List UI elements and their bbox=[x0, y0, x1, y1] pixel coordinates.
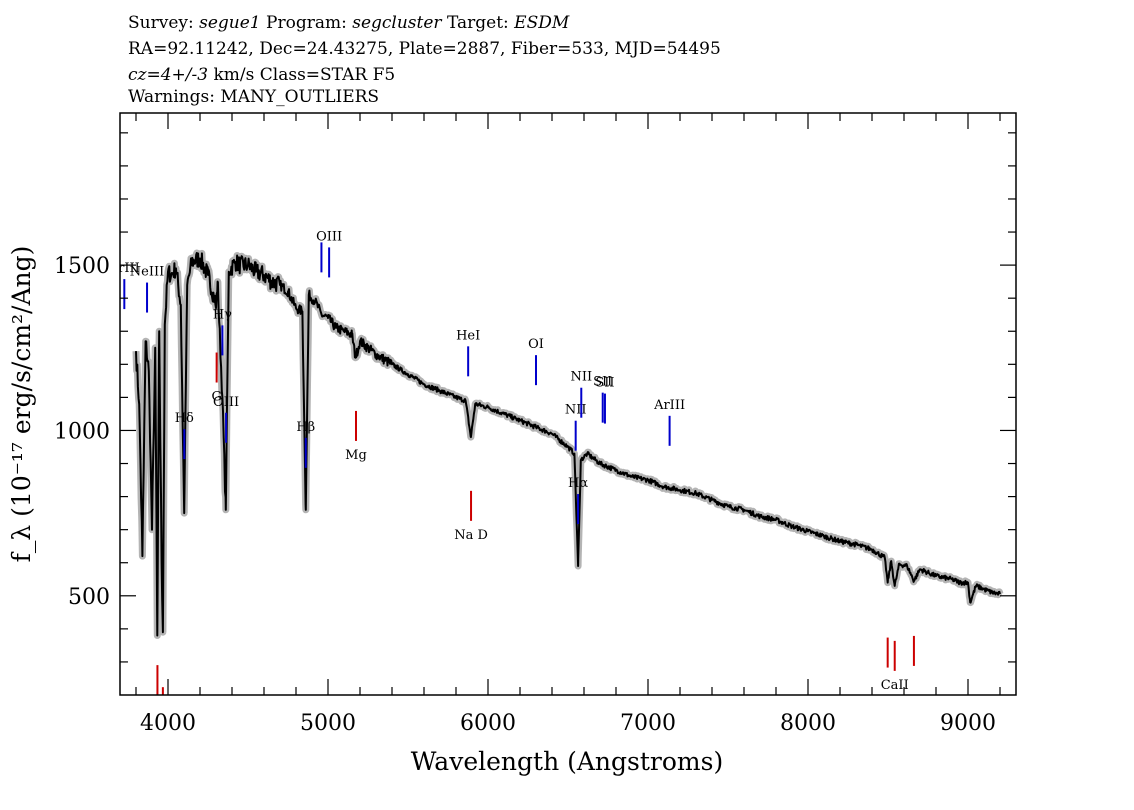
spectrum-line bbox=[135, 252, 1001, 637]
header-line-2: RA=92.11242, Dec=24.43275, Plate=2887, F… bbox=[128, 39, 721, 59]
line-marker-label-12: NII bbox=[570, 370, 592, 385]
plot-frame bbox=[119, 112, 1017, 696]
x-tick-label-5000: 5000 bbox=[300, 711, 356, 736]
header-line-1: Survey: segue1 Program: segcluster Targe… bbox=[128, 13, 570, 33]
error-band bbox=[132, 249, 1004, 639]
line-marker-label-19: Mg bbox=[345, 448, 367, 463]
line-marker-label-18: G bbox=[211, 390, 221, 405]
x-tick-label-8000: 8000 bbox=[780, 711, 836, 736]
line-marker-label-13: SII bbox=[593, 375, 612, 390]
line-marker-label-3: Hγ bbox=[213, 307, 232, 322]
line-marker-label-7: OIII bbox=[316, 229, 342, 244]
y-tick-label-1000: 1000 bbox=[54, 419, 110, 444]
line-marker-label-10: NII bbox=[565, 403, 587, 418]
axis-ticks: 4000 5000 6000 7000 8000 9000 500 1000 1500 bbox=[54, 113, 1016, 736]
header-line-3: cz=4+/-3 km/s Class=STAR F5 bbox=[128, 65, 395, 85]
header-line-4: Warnings: MANY_OUTLIERS bbox=[128, 87, 379, 107]
y-axis-title: f_λ (10⁻¹⁷ erg/s/cm²/Ang) bbox=[7, 246, 36, 563]
line-marker-label-20: Na D bbox=[454, 528, 488, 543]
y-tick-label-500: 500 bbox=[68, 585, 110, 610]
line-marker-label-14: SII bbox=[595, 376, 614, 391]
line-marker-label-15: ArIII bbox=[653, 398, 685, 413]
line-marker-label-9: OI bbox=[528, 337, 544, 352]
line-marker-label-22: CaII bbox=[881, 678, 909, 693]
line-marker-label-1: NeIII bbox=[130, 265, 164, 280]
y-tick-label-1500: 1500 bbox=[54, 254, 110, 279]
line-marker-label-4: OIII bbox=[213, 395, 239, 410]
line-marker-label-11: Hα bbox=[568, 476, 588, 491]
line-marker-label-5: Hβ bbox=[296, 420, 315, 435]
x-tick-label-4000: 4000 bbox=[140, 711, 196, 736]
x-tick-label-6000: 6000 bbox=[460, 711, 516, 736]
x-tick-label-9000: 9000 bbox=[940, 711, 996, 736]
x-axis-title: Wavelength (Angstroms) bbox=[411, 747, 723, 776]
x-tick-label-7000: 7000 bbox=[620, 711, 676, 736]
line-marker-label-8: HeI bbox=[456, 328, 480, 343]
line-marker-label-2: Hδ bbox=[175, 411, 194, 426]
